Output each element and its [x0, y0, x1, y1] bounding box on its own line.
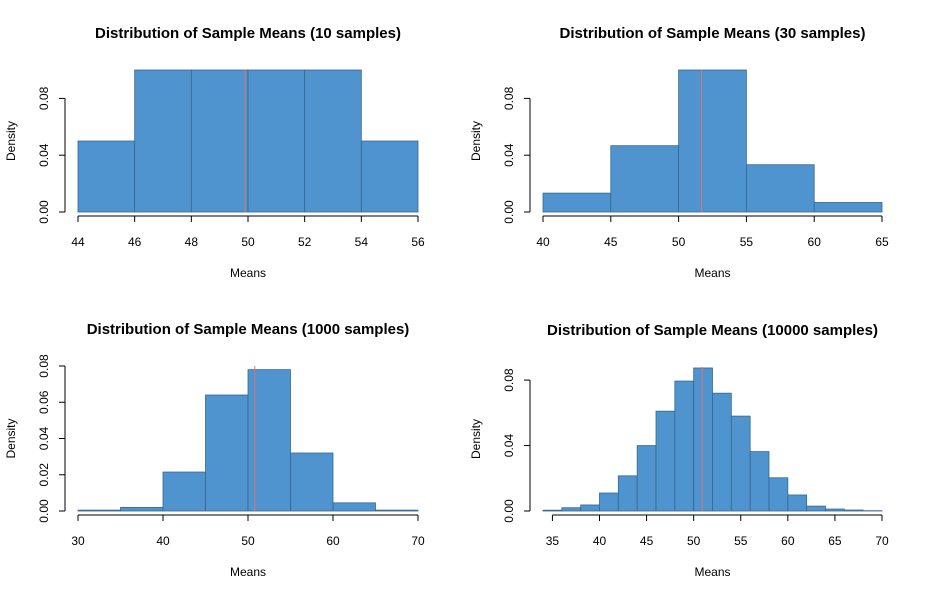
x-tick-label: 50 — [687, 534, 701, 548]
y-tick-label: 0.04 — [502, 434, 516, 458]
y-axis-label: Density — [469, 419, 483, 459]
bar — [134, 69, 192, 213]
bar — [617, 475, 638, 512]
x-axis-label: Means — [230, 266, 266, 280]
bar — [678, 69, 747, 213]
y-tick-label: 0.00 — [37, 200, 51, 224]
bar — [843, 509, 864, 512]
bar — [77, 140, 136, 213]
bar — [120, 506, 164, 512]
x-tick-label: 65 — [828, 534, 842, 548]
bar — [746, 164, 815, 213]
bar — [825, 508, 845, 512]
x-axis-label: Means — [230, 565, 266, 579]
bar — [636, 445, 657, 512]
y-tick-label: 0.06 — [37, 390, 51, 414]
x-tick-label: 55 — [740, 235, 754, 249]
y-axis-label: Density — [469, 121, 483, 161]
bar — [190, 69, 249, 213]
bar — [304, 69, 362, 213]
y-tick-label: 0.08 — [37, 354, 51, 378]
x-tick-label: 45 — [604, 235, 618, 249]
chart-title: Distribution of Sample Means (10000 samp… — [547, 322, 878, 339]
bar — [247, 69, 306, 213]
bar — [580, 504, 600, 512]
x-tick-label: 70 — [875, 534, 889, 548]
bar — [674, 380, 695, 512]
x-tick-label: 48 — [185, 235, 199, 249]
chart-title: Distribution of Sample Means (30 samples… — [560, 25, 866, 42]
x-tick-label: 60 — [781, 534, 795, 548]
bar — [599, 492, 619, 512]
x-tick-label: 50 — [241, 534, 255, 548]
bar — [162, 471, 206, 512]
bar — [542, 192, 612, 213]
x-tick-label: 65 — [875, 235, 889, 249]
bar — [77, 509, 121, 512]
bar — [813, 202, 883, 213]
bar — [542, 509, 563, 512]
x-tick-label: 40 — [536, 235, 550, 249]
bar — [610, 145, 679, 213]
bar — [561, 507, 582, 512]
bar — [360, 140, 419, 213]
x-tick-label: 70 — [411, 534, 425, 548]
x-tick-label: 60 — [808, 235, 822, 249]
y-axis-label: Density — [4, 121, 18, 161]
bar — [693, 367, 713, 512]
y-tick-label: 0.08 — [37, 86, 51, 110]
bar — [730, 415, 751, 512]
x-tick-label: 52 — [298, 235, 312, 249]
x-tick-label: 30 — [71, 534, 85, 548]
x-tick-label: 45 — [640, 534, 654, 548]
bar — [655, 410, 676, 512]
y-tick-label: 0.04 — [37, 426, 51, 450]
x-tick-label: 50 — [672, 235, 686, 249]
y-tick-label: 0.04 — [502, 143, 516, 167]
bar — [332, 502, 376, 512]
x-axis-label: Means — [694, 565, 730, 579]
bar — [768, 477, 789, 512]
x-tick-label: 56 — [411, 235, 425, 249]
x-tick-label: 46 — [128, 235, 142, 249]
chart-title: Distribution of Sample Means (10 samples… — [95, 25, 401, 42]
bar — [205, 394, 249, 512]
y-tick-label: 0.08 — [502, 368, 516, 392]
x-tick-label: 40 — [593, 534, 607, 548]
bar — [375, 509, 419, 512]
bar — [290, 452, 334, 512]
y-axis-label: Density — [4, 418, 18, 458]
x-tick-label: 44 — [71, 235, 85, 249]
y-tick-label: 0.00 — [502, 200, 516, 224]
y-tick-label: 0.04 — [37, 143, 51, 167]
y-tick-label: 0.02 — [37, 463, 51, 487]
bar — [787, 494, 808, 512]
x-tick-label: 55 — [734, 534, 748, 548]
x-tick-label: 40 — [156, 534, 170, 548]
chart-title: Distribution of Sample Means (1000 sampl… — [87, 321, 410, 338]
bar — [749, 451, 770, 512]
x-tick-label: 50 — [241, 235, 255, 249]
x-tick-label: 35 — [546, 534, 560, 548]
x-axis-label: Means — [694, 266, 730, 280]
bar — [806, 505, 826, 512]
bar — [712, 392, 732, 512]
y-tick-label: 0.00 — [502, 499, 516, 523]
x-tick-label: 60 — [326, 534, 340, 548]
x-tick-label: 54 — [355, 235, 369, 249]
y-tick-label: 0.00 — [37, 499, 51, 523]
y-tick-label: 0.08 — [502, 86, 516, 110]
